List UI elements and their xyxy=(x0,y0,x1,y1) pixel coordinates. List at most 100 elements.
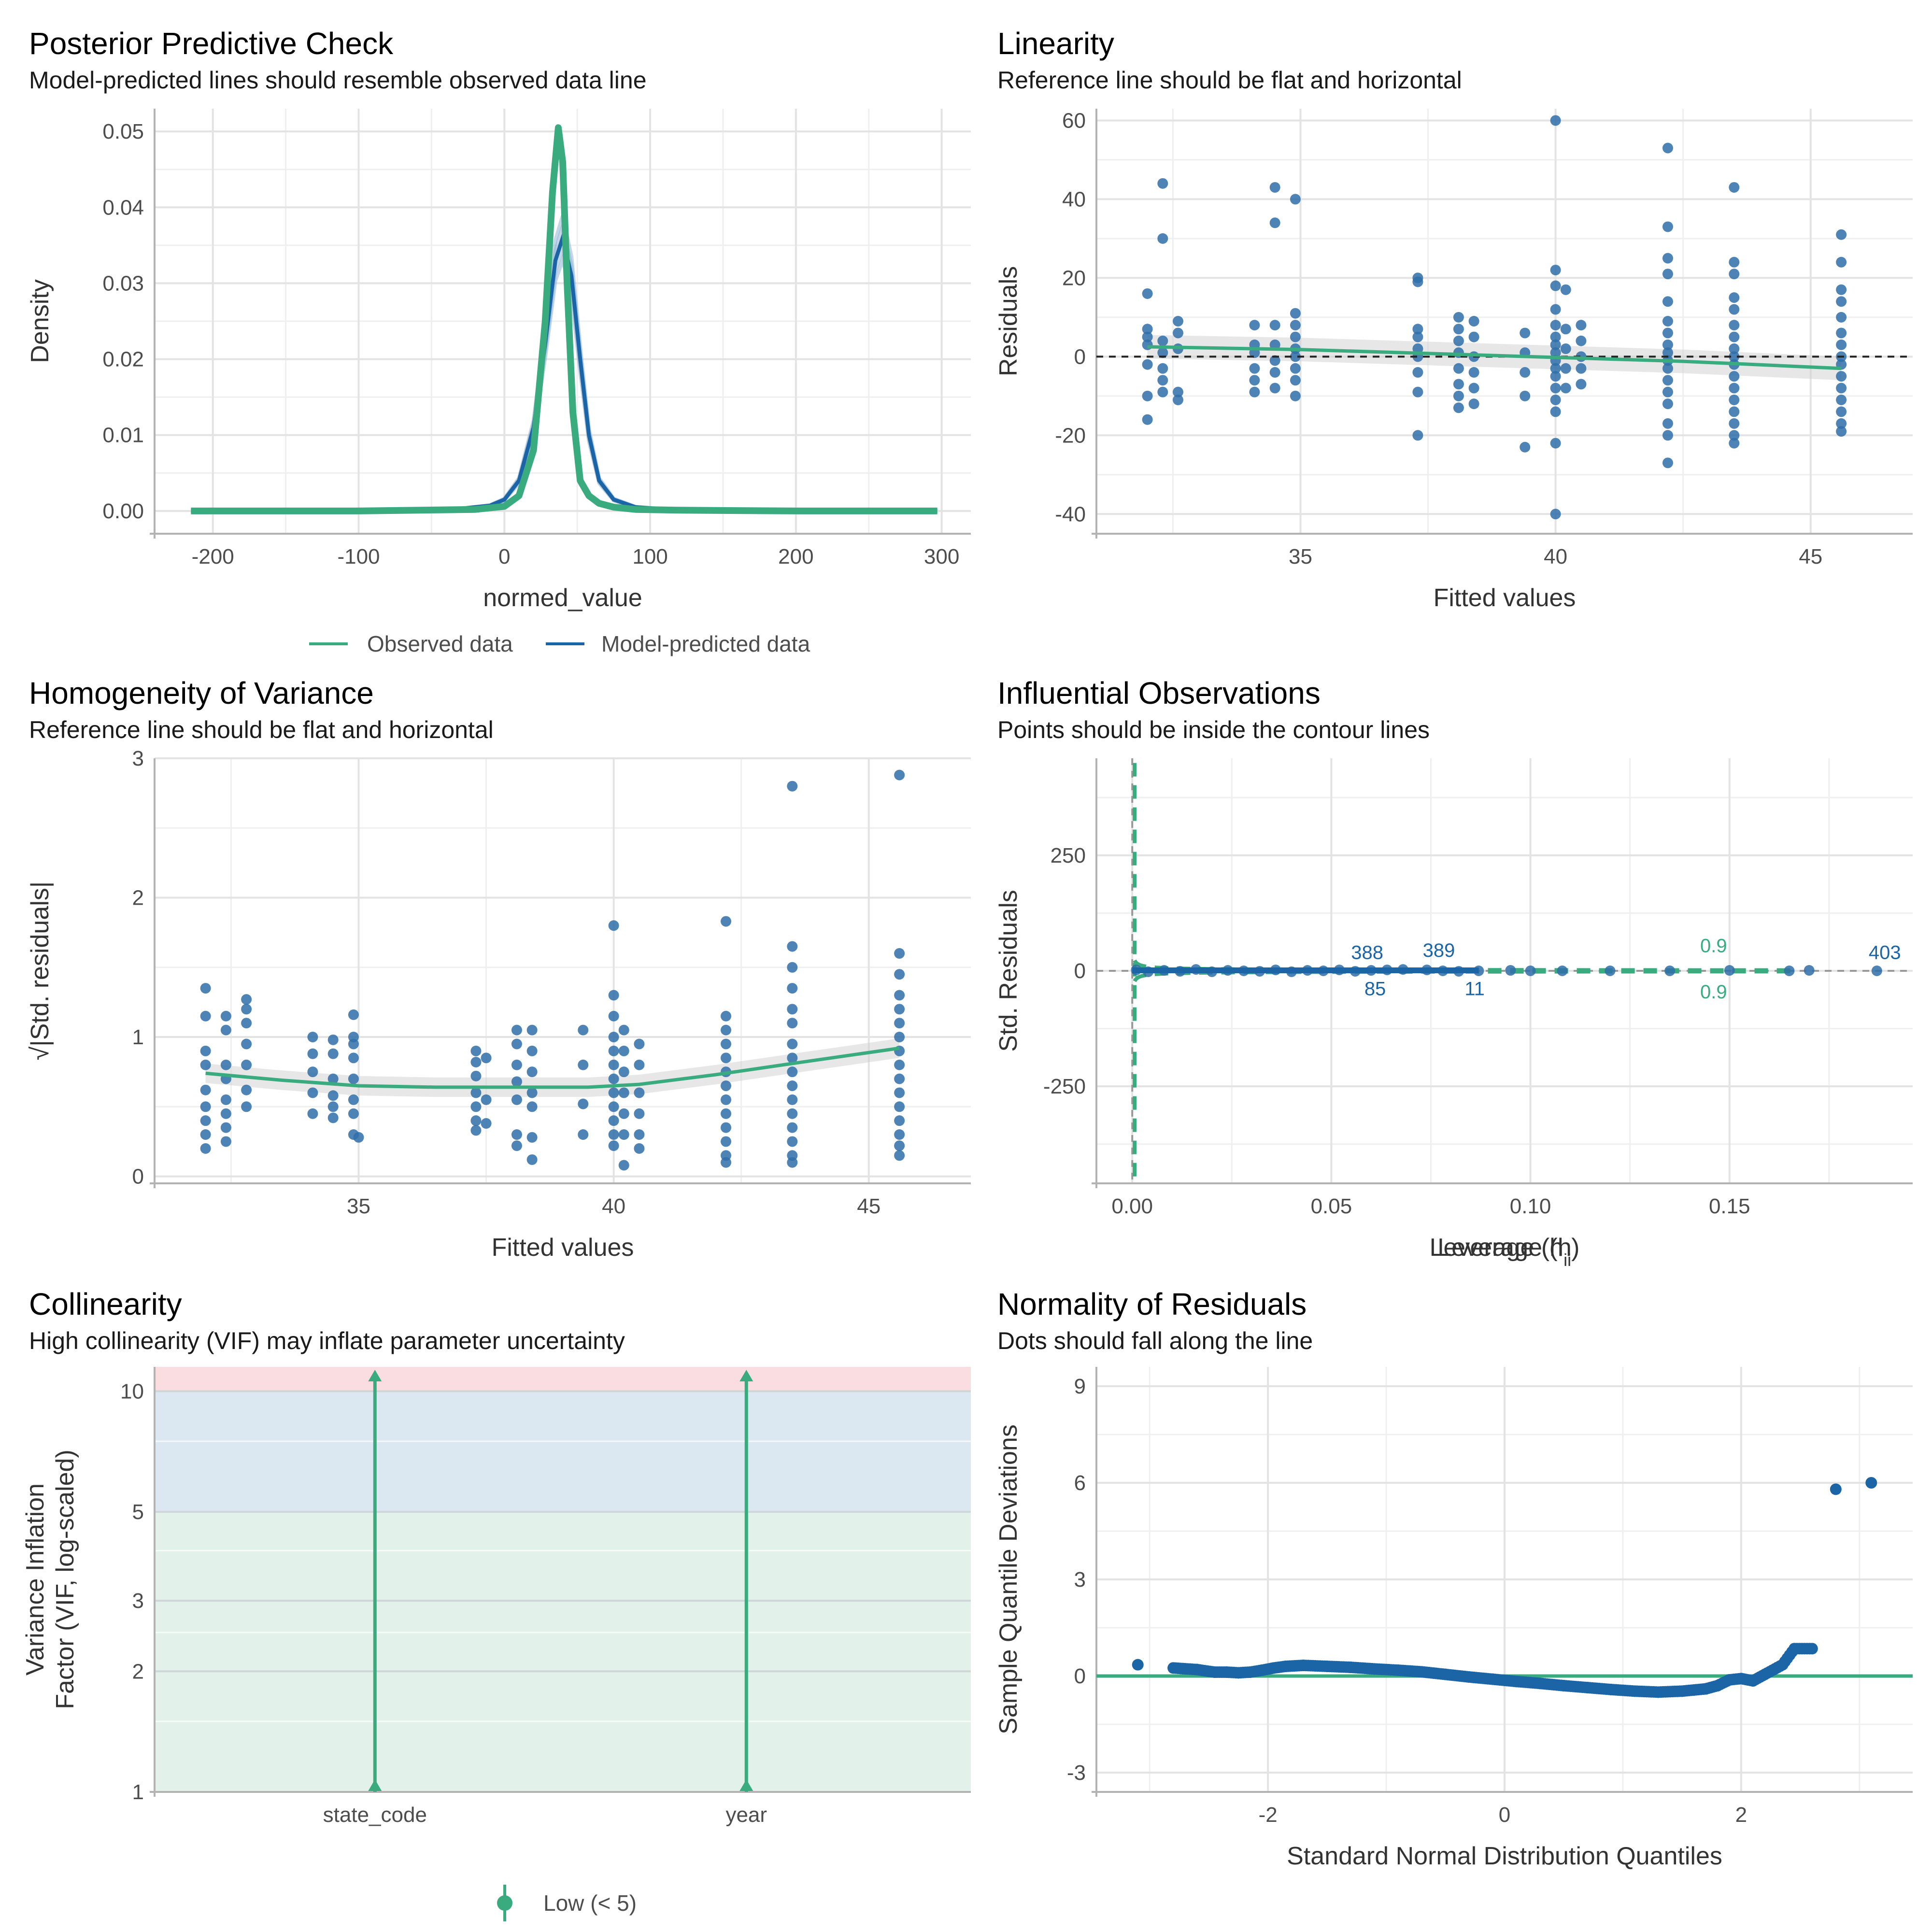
std-residual-point xyxy=(721,1157,731,1168)
std-residual-point xyxy=(526,1087,538,1098)
observation-point xyxy=(1525,966,1536,976)
panel-subtitle: Reference line should be flat and horizo… xyxy=(997,67,1462,94)
residual-point xyxy=(1662,398,1673,410)
residual-point xyxy=(1550,363,1561,374)
panel-collinearity: Collinearity High collinearity (VIF) may … xyxy=(21,1287,971,1921)
y-tick-label: 6 xyxy=(1074,1471,1086,1495)
panel-subtitle: Model-predicted lines should resemble ob… xyxy=(29,67,647,94)
std-residual-point xyxy=(200,1101,211,1112)
quantile-point xyxy=(1232,1667,1244,1679)
residual-point xyxy=(1662,296,1673,307)
y-tick-label: -40 xyxy=(1055,502,1086,526)
std-residual-point xyxy=(608,1129,619,1140)
std-residual-point xyxy=(200,1129,211,1140)
std-residual-point xyxy=(481,1118,492,1129)
std-residual-point xyxy=(894,990,905,1001)
std-residual-point xyxy=(220,1010,231,1022)
y-tick-label: 0 xyxy=(1074,1664,1086,1688)
std-residual-point xyxy=(241,1018,252,1029)
residual-point xyxy=(1157,363,1168,374)
residual-point xyxy=(1836,229,1847,240)
x-axis-title-sub: ii xyxy=(1563,1250,1571,1270)
quantile-point xyxy=(1416,1666,1428,1678)
cooks-contour-upper xyxy=(1133,959,1797,972)
y-tick-label: 60 xyxy=(1062,109,1086,132)
quantile-point xyxy=(1711,1680,1723,1691)
residual-point xyxy=(1836,327,1847,339)
std-residual-point xyxy=(511,1076,522,1087)
residual-point xyxy=(1412,430,1423,441)
std-residual-point xyxy=(634,1129,645,1140)
std-residual-point xyxy=(787,1122,798,1133)
quantile-point xyxy=(1268,1662,1280,1674)
residual-point xyxy=(1550,280,1561,291)
std-residual-point xyxy=(578,1024,589,1036)
residual-point xyxy=(1269,320,1280,331)
x-axis-title: Leverage (hii) xyxy=(1430,1234,1580,1270)
std-residual-point xyxy=(327,1034,339,1045)
point-label: 388 xyxy=(1351,942,1383,964)
std-residual-point xyxy=(618,1024,629,1036)
residual-point xyxy=(1412,324,1423,335)
std-residual-point xyxy=(787,962,798,973)
loess-smooth-line xyxy=(205,1046,900,1089)
std-residual-point xyxy=(470,1087,482,1098)
residual-point xyxy=(1157,178,1168,189)
residual-point xyxy=(1550,383,1561,394)
panel-title: Homogeneity of Variance xyxy=(29,676,374,710)
quantile-point xyxy=(1221,1666,1233,1678)
y-axis-title: Sample Quantile Deviations xyxy=(994,1424,1023,1734)
std-residual-point xyxy=(787,1018,798,1029)
std-residual-point xyxy=(721,1094,731,1105)
std-residual-point xyxy=(470,1070,482,1081)
std-residual-point xyxy=(200,983,211,994)
std-residual-point xyxy=(200,1045,211,1056)
std-residual-point xyxy=(241,1038,252,1050)
y-tick-label: 250 xyxy=(1051,844,1086,867)
std-residual-point xyxy=(894,1004,905,1015)
residual-point xyxy=(1550,347,1561,358)
cooks-contour-lower xyxy=(1133,969,1797,982)
std-residual-point xyxy=(526,1066,538,1078)
point-label: 403 xyxy=(1869,942,1901,964)
panel-homogeneity: Homogeneity of Variance Reference line sh… xyxy=(26,676,971,1262)
std-residual-point xyxy=(348,1052,359,1064)
std-residual-point xyxy=(721,1052,731,1064)
std-residual-point xyxy=(721,1136,731,1147)
residual-point xyxy=(1836,296,1847,307)
residual-point xyxy=(1729,430,1740,441)
residual-point xyxy=(1729,269,1740,280)
residual-point xyxy=(1157,335,1168,346)
quantile-point xyxy=(1558,1680,1570,1691)
std-residual-point xyxy=(721,916,731,927)
residual-point xyxy=(1453,312,1464,323)
x-tick-label: 2 xyxy=(1735,1803,1747,1827)
residual-point xyxy=(1550,331,1561,342)
std-residual-point xyxy=(894,1129,905,1140)
residual-point xyxy=(1269,367,1280,378)
std-residual-point xyxy=(578,1129,589,1140)
quantile-point xyxy=(1806,1643,1818,1655)
std-residual-point xyxy=(894,769,905,781)
residual-point xyxy=(1662,327,1673,339)
std-residual-point xyxy=(721,1080,731,1092)
std-residual-point xyxy=(608,1115,619,1126)
residual-point xyxy=(1550,339,1561,350)
y-tick-label: -3 xyxy=(1067,1761,1086,1785)
x-axis-title: normed_value xyxy=(483,584,642,612)
quantile-point xyxy=(1735,1673,1747,1685)
residual-point xyxy=(1157,375,1168,386)
legend-label-predicted: Model-predicted data xyxy=(601,631,810,656)
y-tick-label: 0.05 xyxy=(102,120,144,143)
y-tick-label: 0.04 xyxy=(102,196,144,219)
std-residual-point xyxy=(327,1112,339,1123)
y-tick-label: -20 xyxy=(1055,424,1086,447)
x-tick-label: 300 xyxy=(924,545,959,568)
y-tick-label: 9 xyxy=(1074,1375,1086,1398)
std-residual-point xyxy=(721,1038,731,1050)
std-residual-point xyxy=(787,1157,798,1168)
residual-point xyxy=(1550,438,1561,449)
x-axis-title: Fitted values xyxy=(1434,584,1576,612)
std-residual-point xyxy=(618,1160,629,1171)
residual-point xyxy=(1453,379,1464,390)
